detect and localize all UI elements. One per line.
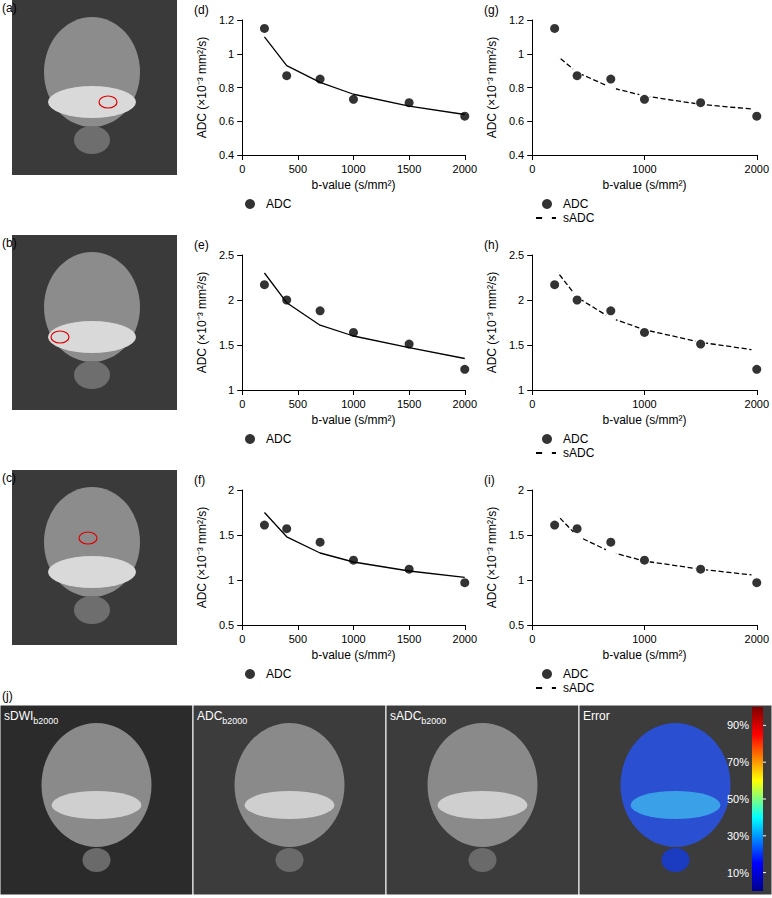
- svg-text:0.6: 0.6: [219, 115, 234, 127]
- svg-text:1000: 1000: [632, 398, 656, 410]
- svg-text:2000: 2000: [453, 163, 477, 175]
- svg-text:b-value (s/mm²): b-value (s/mm²): [602, 178, 686, 192]
- svg-text:(i): (i): [484, 473, 495, 487]
- svg-text:ADC: ADC: [563, 667, 589, 681]
- svg-text:0: 0: [529, 398, 535, 410]
- svg-text:Error: Error: [583, 709, 610, 723]
- svg-text:0.6: 0.6: [509, 115, 524, 127]
- svg-text:ADC: ADC: [266, 197, 292, 211]
- svg-text:1500: 1500: [397, 398, 421, 410]
- svg-text:(e): (e): [194, 238, 209, 252]
- svg-text:ADC (×10⁻³ mm²/s): ADC (×10⁻³ mm²/s): [485, 272, 499, 374]
- svg-text:1000: 1000: [341, 163, 365, 175]
- svg-text:1.5: 1.5: [509, 339, 524, 351]
- svg-text:(b): (b): [2, 236, 17, 250]
- svg-text:sADCb2000: sADCb2000: [390, 709, 446, 726]
- svg-text:0: 0: [239, 163, 245, 175]
- svg-text:1000: 1000: [632, 633, 656, 645]
- svg-text:0.5: 0.5: [509, 619, 524, 631]
- svg-text:ADC: ADC: [266, 667, 292, 681]
- svg-text:ADC (×10⁻³ mm²/s): ADC (×10⁻³ mm²/s): [195, 272, 209, 374]
- svg-text:50%: 50%: [727, 793, 749, 805]
- svg-text:ADC (×10⁻³ mm²/s): ADC (×10⁻³ mm²/s): [195, 507, 209, 609]
- svg-text:0: 0: [239, 633, 245, 645]
- svg-text:2000: 2000: [745, 633, 769, 645]
- svg-text:2: 2: [518, 294, 524, 306]
- svg-text:2: 2: [518, 484, 524, 496]
- svg-text:1: 1: [518, 48, 524, 60]
- svg-text:1.5: 1.5: [509, 529, 524, 541]
- svg-text:10%: 10%: [727, 867, 749, 879]
- svg-text:30%: 30%: [727, 830, 749, 842]
- svg-text:70%: 70%: [727, 756, 749, 768]
- svg-text:(h): (h): [484, 238, 499, 252]
- svg-text:b-value (s/mm²): b-value (s/mm²): [311, 413, 395, 427]
- svg-text:0: 0: [529, 163, 535, 175]
- svg-text:sADC: sADC: [563, 446, 595, 460]
- svg-text:0: 0: [239, 398, 245, 410]
- svg-text:0.8: 0.8: [509, 82, 524, 94]
- svg-text:1.2: 1.2: [219, 14, 234, 26]
- svg-text:2000: 2000: [453, 633, 477, 645]
- svg-text:ADC (×10⁻³ mm²/s): ADC (×10⁻³ mm²/s): [195, 37, 209, 139]
- svg-text:ADC: ADC: [563, 197, 589, 211]
- svg-text:500: 500: [289, 633, 307, 645]
- svg-text:1.5: 1.5: [219, 529, 234, 541]
- svg-text:ADC (×10⁻³ mm²/s): ADC (×10⁻³ mm²/s): [485, 37, 499, 139]
- svg-text:2.5: 2.5: [219, 249, 234, 261]
- svg-text:ADCb2000: ADCb2000: [197, 709, 247, 726]
- svg-text:1000: 1000: [341, 398, 365, 410]
- svg-text:b-value (s/mm²): b-value (s/mm²): [311, 648, 395, 662]
- svg-text:b-value (s/mm²): b-value (s/mm²): [311, 178, 395, 192]
- svg-text:2000: 2000: [745, 163, 769, 175]
- svg-text:0: 0: [529, 633, 535, 645]
- svg-text:0.5: 0.5: [219, 619, 234, 631]
- svg-text:b-value (s/mm²): b-value (s/mm²): [602, 648, 686, 662]
- svg-text:1: 1: [228, 384, 234, 396]
- svg-text:1: 1: [518, 384, 524, 396]
- svg-text:sADC: sADC: [563, 211, 595, 225]
- svg-text:(g): (g): [484, 3, 499, 17]
- svg-text:ADC: ADC: [266, 432, 292, 446]
- svg-text:sDWIb2000: sDWIb2000: [4, 709, 58, 726]
- svg-text:2.5: 2.5: [509, 249, 524, 261]
- svg-text:2: 2: [228, 484, 234, 496]
- svg-text:500: 500: [289, 398, 307, 410]
- svg-text:0.4: 0.4: [219, 149, 234, 161]
- svg-text:1: 1: [228, 574, 234, 586]
- svg-text:1.2: 1.2: [509, 14, 524, 26]
- svg-text:1: 1: [228, 48, 234, 60]
- svg-text:ADC (×10⁻³ mm²/s): ADC (×10⁻³ mm²/s): [485, 507, 499, 609]
- svg-text:2000: 2000: [745, 398, 769, 410]
- svg-text:1500: 1500: [397, 163, 421, 175]
- svg-text:2000: 2000: [453, 398, 477, 410]
- svg-text:1000: 1000: [341, 633, 365, 645]
- svg-text:(d): (d): [194, 3, 209, 17]
- svg-text:90%: 90%: [727, 719, 749, 731]
- svg-text:0.4: 0.4: [509, 149, 524, 161]
- svg-text:b-value (s/mm²): b-value (s/mm²): [602, 413, 686, 427]
- html-text:(j): (j): [2, 689, 13, 703]
- svg-text:2: 2: [228, 294, 234, 306]
- svg-text:500: 500: [289, 163, 307, 175]
- svg-text:1000: 1000: [632, 163, 656, 175]
- svg-text:1.5: 1.5: [219, 339, 234, 351]
- svg-text:1500: 1500: [397, 633, 421, 645]
- svg-text:1: 1: [518, 574, 524, 586]
- svg-text:(a): (a): [2, 1, 17, 15]
- svg-text:ADC: ADC: [563, 432, 589, 446]
- svg-text:(f): (f): [194, 473, 205, 487]
- svg-text:(c): (c): [2, 471, 16, 485]
- svg-text:0.8: 0.8: [219, 82, 234, 94]
- svg-text:sADC: sADC: [563, 681, 595, 695]
